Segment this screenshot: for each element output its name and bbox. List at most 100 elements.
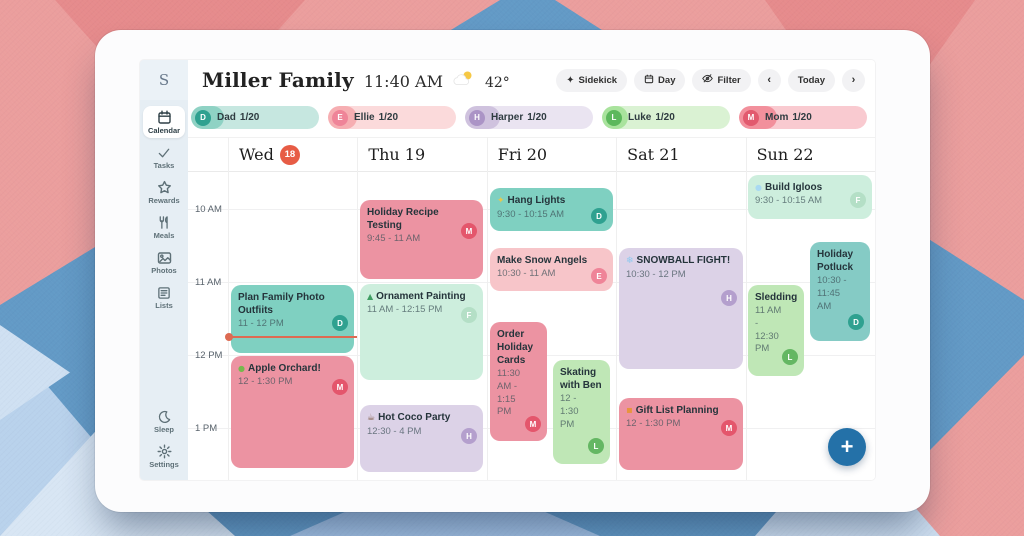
member-avatar: M [743, 109, 759, 126]
sidebar-item-label: Calendar [147, 126, 181, 135]
event-title: ● Apple Orchard! [238, 363, 321, 374]
event-owner-avatar: H [461, 428, 477, 444]
next-button[interactable]: › [842, 68, 865, 92]
main-panel: Miller Family 11:40 AM 42° ✦ Sidekick [188, 60, 875, 480]
member-chip-harper[interactable]: H Harper 1/20 [465, 106, 593, 129]
filter-label: Filter [717, 74, 741, 86]
event-sledding[interactable]: Sledding 11 AM - 12:30 PM L [748, 285, 804, 376]
event-title: ☕ Hot Coco Party [367, 412, 451, 423]
event-build-igloos[interactable]: ● Build Igloos 9:30 - 10:15 AM F [748, 175, 872, 219]
coffee-icon: ☕ [367, 413, 376, 423]
event-title: ✦ Hang Lights [497, 195, 566, 206]
sidebar-item-meals[interactable]: Meals [143, 211, 185, 243]
event-time: 11 - 12 PM [238, 318, 284, 329]
sidebar-item-sleep[interactable]: Sleep [143, 405, 185, 437]
member-chip-mom[interactable]: M Mom 1/20 [739, 106, 867, 129]
event-order-holiday-cards[interactable]: Order Holiday Cards 11:30 AM - 1:15 PM M [490, 322, 547, 441]
member-chip-dad[interactable]: D Dad 1/20 [191, 106, 319, 129]
prev-button[interactable]: ‹ [757, 68, 781, 92]
calendar-body: 10 AM 11 AM 12 PM 1 PM Plan Family Photo Out… [188, 172, 875, 479]
member-label: Ellie 1/20 [354, 112, 399, 123]
event-skating-with-ben[interactable]: Skating with Ben 12 - 1:30 PM L [553, 360, 610, 464]
title-area: Miller Family 11:40 AM 42° [202, 68, 510, 92]
sidebar-item-photos[interactable]: Photos [143, 246, 185, 278]
event-time: 12 - 1:30 PM [626, 418, 681, 429]
event-owner-avatar: F [461, 307, 477, 323]
sidebar-item-rewards[interactable]: Rewards [143, 176, 185, 208]
eye-off-icon [702, 74, 714, 86]
sidekick-label: Sidekick [578, 74, 618, 86]
tasks-icon [157, 145, 171, 160]
gift-icon: ▪ [626, 405, 633, 416]
app-logo: S [140, 60, 188, 100]
event-owner-avatar: H [721, 290, 737, 306]
event-ornament-painting[interactable]: ▲ Ornament Painting 11 AM - 12:15 PM F [360, 284, 483, 380]
member-avatar: H [469, 109, 485, 126]
member-chips-row: D Dad 1/20 E Ellie 1/20 H Harper 1/20 L [188, 100, 875, 137]
event-gift-list-planning[interactable]: ▪ Gift List Planning 12 - 1:30 PM M [619, 398, 743, 470]
event-title: Skating with Ben [560, 367, 602, 391]
day-header-wed: Wed 18 [228, 138, 357, 171]
tablet-frame: S Calendar Tasks Rewards Meals Photos Li… [95, 30, 930, 512]
ice-icon: ● [755, 183, 762, 192]
event-hang-lights[interactable]: ✦ Hang Lights 9:30 - 10:15 AM D [490, 188, 613, 231]
snowflake-icon: ❄ [626, 256, 634, 266]
top-bar: Miller Family 11:40 AM 42° ✦ Sidekick [188, 60, 875, 100]
event-apple-orchard[interactable]: ● Apple Orchard! 12 - 1:30 PM M [231, 356, 354, 468]
event-time: 9:30 - 10:15 AM [755, 195, 823, 206]
time-label: 1 PM [195, 423, 218, 434]
event-title: Sledding [755, 292, 798, 303]
event-make-snow-angels[interactable]: Make Snow Angels 10:30 - 11 AM E [490, 248, 613, 291]
event-title: ▲ Ornament Painting [367, 291, 466, 302]
member-chip-luke[interactable]: L Luke 1/20 [602, 106, 730, 129]
event-title: Plan Family Photo Outfiits [238, 292, 325, 316]
apple-icon: ● [238, 364, 245, 373]
photos-icon [157, 250, 172, 265]
member-avatar: E [332, 109, 348, 126]
day-header-sat: Sat 21 [627, 145, 680, 164]
filter-button[interactable]: Filter [692, 68, 751, 92]
sidebar: S Calendar Tasks Rewards Meals Photos Li… [140, 60, 188, 480]
page-title: Miller Family [202, 68, 354, 92]
event-time: 9:45 - 11 AM [367, 233, 421, 244]
add-event-button[interactable]: + [828, 428, 866, 466]
event-time: 9:30 - 10:15 AM [497, 208, 565, 220]
sidebar-item-lists[interactable]: Lists [143, 281, 185, 313]
event-holiday-recipe-testing[interactable]: Holiday Recipe Testing 9:45 - 11 AM M [360, 200, 483, 279]
rewards-icon [157, 180, 172, 195]
sparkle-icon: ✦ [566, 74, 575, 86]
member-chip-ellie[interactable]: E Ellie 1/20 [328, 106, 456, 129]
event-owner-avatar: D [848, 314, 864, 330]
sidebar-item-calendar[interactable]: Calendar [143, 106, 185, 138]
event-title: ● Build Igloos [755, 182, 823, 193]
member-label: Mom 1/20 [765, 112, 812, 123]
event-owner-avatar: L [782, 349, 798, 365]
event-owner-avatar: F [850, 192, 866, 208]
event-title: Holiday Recipe Testing [367, 207, 439, 231]
sidekick-button[interactable]: ✦ Sidekick [556, 68, 628, 92]
grid-column-line [745, 137, 747, 480]
event-owner-avatar: D [591, 208, 607, 224]
event-hot-coco-party[interactable]: ☕ Hot Coco Party 12:30 - 4 PM H [360, 405, 483, 472]
event-time: 12 - 1:30 PM [238, 376, 293, 387]
sidebar-item-tasks[interactable]: Tasks [143, 141, 185, 173]
today-button[interactable]: Today [787, 68, 835, 92]
time-label: 11 AM [195, 277, 222, 288]
sidebar-nav: Calendar Tasks Rewards Meals Photos List… [140, 100, 188, 480]
app-screen: S Calendar Tasks Rewards Meals Photos Li… [140, 60, 875, 480]
event-snowball-fight[interactable]: ❄ SNOWBALL FIGHT! 10:30 - 12 PM H [619, 248, 743, 369]
event-holiday-potluck[interactable]: Holiday Potluck 10:30 - 11:45 AM D [810, 242, 870, 341]
event-plan-family-photo-outfits[interactable]: Plan Family Photo Outfiits 11 - 12 PM D [231, 285, 354, 353]
day-view-button[interactable]: Day [634, 68, 686, 92]
sidebar-item-settings[interactable]: Settings [143, 440, 185, 472]
grid-column-line [486, 137, 488, 480]
event-title: Order Holiday Cards [497, 329, 534, 366]
day-header-thu: Thu 19 [368, 145, 426, 164]
event-title: Holiday Potluck [817, 249, 854, 273]
sidebar-item-label: Rewards [148, 196, 180, 205]
event-owner-avatar: M [525, 416, 541, 432]
calendar-header-row: Wed 18 Thu 19 Fri 20 Sat 21 Sun 22 [188, 137, 875, 172]
event-time: 12:30 - 4 PM [367, 425, 422, 437]
day-header-sun: Sun 22 [756, 145, 814, 164]
calendar-icon [157, 110, 172, 125]
